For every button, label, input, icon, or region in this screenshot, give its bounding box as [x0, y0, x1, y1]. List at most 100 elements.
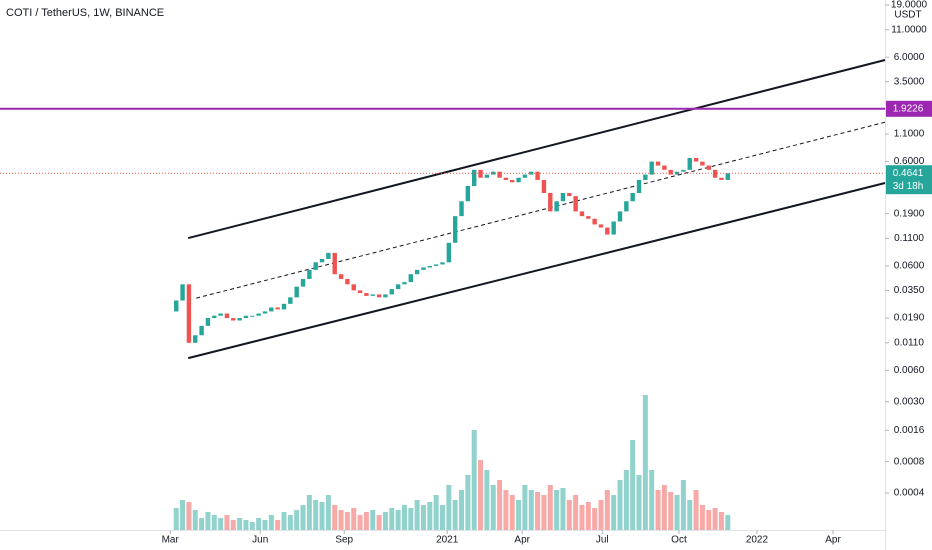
candle: [199, 325, 204, 336]
candle: [319, 258, 325, 263]
volume-bar: [693, 490, 699, 530]
candle: [655, 161, 661, 166]
candle: [459, 201, 464, 217]
y-tick-label: 0.0060: [894, 365, 925, 376]
candle: [205, 318, 211, 326]
y-tick-label: 1.1000: [894, 129, 925, 140]
candle: [446, 242, 452, 263]
volume-bar: [275, 520, 281, 530]
channel-line: [187, 59, 886, 240]
volume-bar: [725, 515, 731, 530]
volume-bar: [256, 518, 262, 530]
volume-bar: [585, 502, 591, 530]
y-tick-label: 3.5000: [894, 76, 925, 87]
volume-bar: [516, 500, 522, 530]
candle: [326, 252, 331, 259]
y-tick-label: 0.0350: [894, 285, 925, 296]
candle: [687, 157, 692, 170]
candle: [338, 274, 344, 279]
candle: [510, 179, 515, 183]
candle: [452, 216, 458, 243]
volume-bar: [712, 508, 718, 530]
volume-bar: [224, 515, 230, 530]
countdown-label: 3d 18h: [893, 181, 924, 192]
volume-bar: [306, 495, 312, 530]
candle: [554, 201, 559, 212]
volume-bar: [566, 500, 572, 530]
candle: [491, 171, 496, 175]
volume-bar: [319, 502, 325, 530]
volume-bar: [503, 490, 509, 530]
volume-bar: [173, 508, 179, 530]
volume-bar: [560, 488, 566, 530]
x-tick-label: Jul: [596, 535, 609, 546]
candle: [275, 307, 280, 310]
hline-label-box: [886, 100, 932, 117]
volume-bar: [471, 430, 477, 530]
y-tick-label: 0.0030: [894, 396, 925, 407]
candle: [598, 224, 604, 228]
volume-bar: [547, 485, 553, 530]
x-tick-label: 2021: [436, 535, 459, 546]
candle: [180, 284, 185, 301]
candle: [351, 284, 356, 291]
volume-bar: [249, 522, 255, 530]
candle: [288, 297, 293, 304]
volume-bar: [420, 505, 426, 530]
volume-bar: [186, 502, 192, 530]
volume-bar: [452, 500, 458, 530]
x-tick-label: Mar: [162, 535, 180, 546]
candle: [269, 307, 274, 312]
chart-title: COTI / TetherUS, 1W, BINANCE: [6, 7, 164, 19]
volume-bar: [522, 485, 528, 530]
volume-bar: [351, 508, 357, 530]
volume-bar: [509, 495, 515, 530]
volume-bar: [268, 515, 274, 530]
candle: [471, 169, 477, 187]
candle: [224, 313, 230, 319]
candle: [237, 318, 242, 321]
candle: [535, 171, 540, 180]
candle: [484, 174, 490, 178]
volume-bar: [243, 520, 249, 530]
volume-bar: [718, 512, 724, 530]
volume-bar: [414, 500, 420, 530]
candle: [624, 201, 629, 212]
candle: [174, 300, 179, 312]
y-tick-label: 0.0190: [894, 313, 925, 324]
volume-bar: [598, 500, 604, 530]
x-tick-label: Apr: [825, 535, 841, 546]
volume-bar: [554, 490, 560, 530]
candle: [630, 192, 635, 202]
volume-bar: [218, 518, 224, 530]
volume-bar: [484, 470, 490, 530]
volume-bar: [427, 502, 433, 530]
volume-bar: [230, 520, 236, 530]
volume-bar: [706, 510, 712, 530]
volume-bar: [592, 508, 598, 530]
last-price-label: 0.4641: [893, 168, 924, 179]
volume-bar: [528, 490, 534, 530]
volume-bar: [636, 475, 642, 530]
candle: [193, 335, 198, 343]
candle: [465, 186, 471, 202]
candle: [218, 313, 223, 316]
candle: [421, 267, 426, 270]
volume-bar: [465, 475, 471, 530]
candle: [693, 157, 699, 162]
volume-bar: [205, 512, 211, 530]
volume-bar: [192, 510, 198, 530]
candle: [364, 293, 369, 296]
volume-bar: [541, 495, 547, 530]
volume-bar: [376, 515, 382, 530]
candle: [250, 315, 255, 317]
x-tick-label: Sep: [335, 535, 353, 546]
volume-bar: [363, 512, 369, 530]
candle: [281, 303, 287, 310]
volume-bar: [294, 510, 300, 530]
candle: [712, 169, 718, 178]
candle: [294, 286, 299, 298]
candle: [497, 171, 502, 178]
volume-bar: [300, 505, 306, 530]
